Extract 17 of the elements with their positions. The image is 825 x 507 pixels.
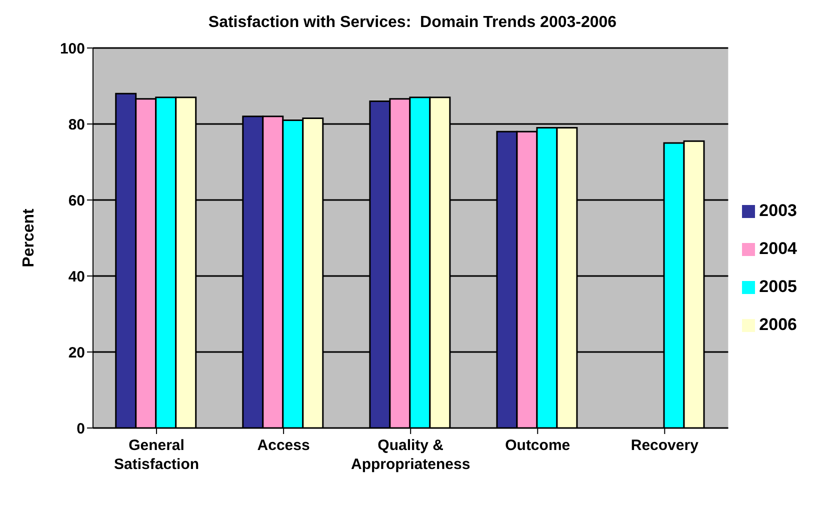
x-tick-label: Access	[257, 437, 310, 454]
chart-title: Satisfaction with Services: Domain Trends 2003-2006	[207, 13, 618, 33]
legend-label: 2003	[759, 201, 797, 220]
legend-label: 2004	[759, 239, 797, 258]
y-tick-label: 20	[68, 344, 85, 362]
y-tick-label: 100	[60, 40, 85, 58]
y-tick-label: 80	[68, 116, 85, 134]
y-axis-title: Percent	[20, 208, 38, 268]
y-tick-label: 0	[76, 420, 85, 438]
legend-label: 2005	[759, 277, 797, 296]
x-tick-label: Quality & Appropriateness	[350, 437, 470, 473]
y-tick-label: 60	[68, 192, 85, 210]
x-tick-label: Outcome	[505, 437, 570, 454]
y-tick-label: 40	[68, 268, 85, 286]
x-tick-label: General Satisfaction	[114, 437, 200, 473]
legend-label: 2006	[759, 315, 797, 334]
x-tick-label: Recovery	[630, 437, 700, 454]
